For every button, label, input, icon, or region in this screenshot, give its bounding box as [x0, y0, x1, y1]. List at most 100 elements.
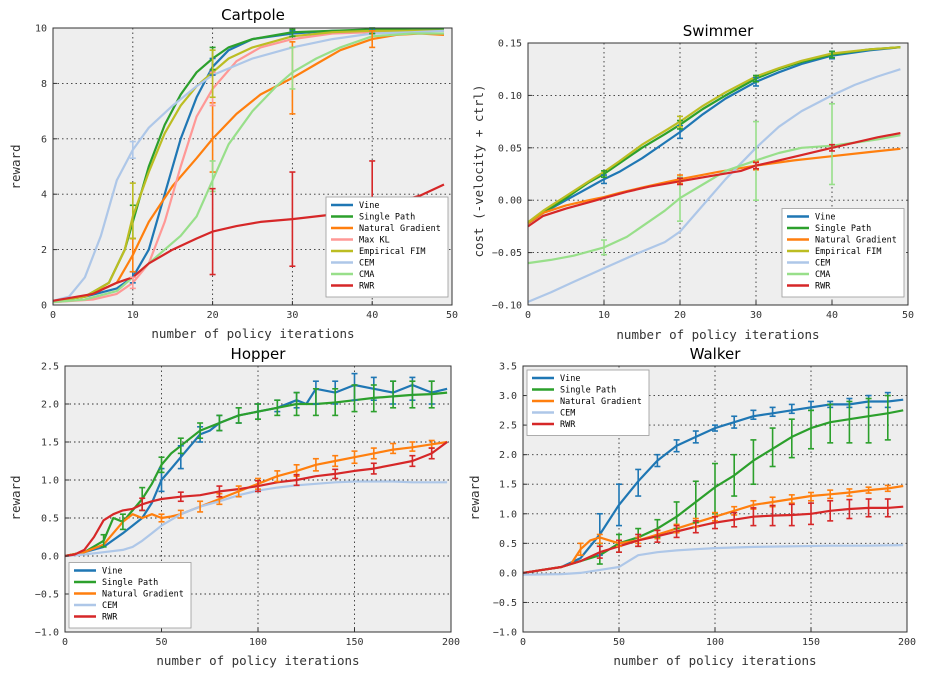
legend-label: Vine — [560, 374, 580, 384]
x-axis-label: number of policy iterations — [616, 327, 819, 342]
plot-frame — [52, 27, 453, 306]
y-tick-label: 0.10 — [498, 91, 522, 102]
y-tick-label: −1.0 — [493, 628, 517, 639]
x-tick-label: 40 — [366, 310, 378, 321]
legend-label: CMA — [815, 270, 830, 280]
y-tick-label: 3.0 — [499, 391, 517, 402]
y-tick-label: 0.05 — [498, 143, 522, 154]
series-line — [52, 32, 444, 304]
y-tick-label: −0.5 — [35, 590, 59, 601]
legend-label: RWR — [102, 613, 118, 623]
legend-label: CEM — [359, 259, 374, 269]
y-tick-label: 1.5 — [41, 438, 59, 449]
y-tick-label: 8 — [41, 79, 47, 90]
series-line — [527, 132, 901, 228]
x-tick-label: 100 — [249, 637, 267, 648]
y-tick-label: 0.15 — [498, 39, 522, 50]
y-tick-label: 2.5 — [41, 362, 59, 373]
y-tick-label: 0 — [41, 301, 47, 312]
chart-panel-walker: Walker number of policy iterations rewar… — [467, 345, 916, 668]
y-tick-label: 3.5 — [499, 362, 517, 373]
chart-title: Cartpole — [221, 6, 285, 24]
legend-label: CEM — [102, 601, 117, 611]
x-axis-label: number of policy iterations — [156, 653, 359, 668]
legend-label: Natural Gradient — [359, 224, 441, 234]
y-tick-label: −0.5 — [493, 598, 517, 609]
legend-label: Natural Gradient — [815, 236, 897, 246]
y-axis-label: reward — [467, 475, 482, 520]
y-tick-label: 2 — [41, 245, 47, 256]
chart-title: Walker — [690, 345, 742, 363]
legend-label: CMA — [359, 270, 374, 280]
chart-panel-hopper: Hopper number of policy iterations rewar… — [8, 345, 460, 668]
x-tick-label: 150 — [345, 637, 363, 648]
y-axis-label: reward — [8, 144, 23, 189]
x-tick-label: 30 — [286, 310, 298, 321]
x-tick-label: 50 — [155, 637, 167, 648]
y-tick-label: 2.0 — [499, 450, 517, 461]
x-tick-label: 10 — [127, 310, 139, 321]
legend-label: Natural Gradient — [560, 397, 642, 407]
legend-label: Empirical FIM — [359, 247, 426, 257]
x-tick-label: 20 — [207, 310, 219, 321]
legend-label: Single Path — [815, 224, 871, 234]
y-tick-label: 1.0 — [41, 476, 59, 487]
legend-label: CEM — [815, 259, 830, 269]
x-tick-label: 200 — [442, 637, 460, 648]
x-tick-label: 50 — [902, 310, 914, 321]
x-tick-label: 150 — [802, 637, 820, 648]
legend-label: Single Path — [560, 386, 616, 396]
series-line — [527, 134, 901, 265]
y-tick-label: 10 — [35, 24, 47, 35]
legend-box — [325, 196, 449, 298]
chart-panel-swimmer: Swimmer number of policy iterations cost… — [471, 22, 914, 342]
x-axis-label: number of policy iterations — [613, 653, 816, 668]
x-tick-label: 0 — [50, 310, 56, 321]
plot-area — [52, 27, 453, 306]
legend-label: RWR — [560, 420, 576, 430]
series-line — [522, 544, 904, 576]
series-line — [527, 147, 901, 225]
y-tick-label: 0.5 — [499, 539, 517, 550]
series-line — [52, 29, 445, 302]
y-tick-label: −1.0 — [35, 628, 59, 639]
y-tick-label: −0.05 — [492, 248, 522, 259]
y-tick-label: 0.5 — [41, 514, 59, 525]
legend-label: Vine — [359, 201, 379, 211]
y-tick-label: 2.5 — [499, 421, 517, 432]
series-line — [522, 484, 904, 574]
x-tick-label: 0 — [520, 637, 526, 648]
legend-label: Single Path — [102, 578, 158, 588]
series-line — [527, 68, 901, 303]
chart-title: Swimmer — [683, 22, 754, 40]
x-tick-label: 20 — [674, 310, 686, 321]
y-tick-label: −0.10 — [492, 301, 522, 312]
y-tick-label: 4 — [41, 190, 47, 201]
x-tick-label: 50 — [446, 310, 458, 321]
legend-label: RWR — [815, 282, 831, 292]
series-line — [64, 441, 448, 558]
legend-label: Single Path — [359, 213, 415, 223]
y-axis-label: cost (-velocity + ctrl) — [471, 84, 486, 257]
y-tick-label: 6 — [41, 134, 47, 145]
legend-label: Vine — [102, 567, 122, 577]
series-line — [52, 29, 444, 304]
x-tick-label: 0 — [525, 310, 531, 321]
x-tick-label: 100 — [706, 637, 724, 648]
legend-label: Max KL — [359, 236, 390, 246]
chart-title: Hopper — [231, 345, 287, 363]
y-tick-label: 1.5 — [499, 480, 517, 491]
x-tick-label: 0 — [62, 637, 68, 648]
plot-area — [64, 365, 452, 633]
chart-panel-cartpole: Cartpole number of policy iterations rew… — [8, 6, 458, 341]
y-tick-label: 0.0 — [41, 552, 59, 563]
x-tick-label: 50 — [613, 637, 625, 648]
x-tick-label: 200 — [898, 637, 916, 648]
y-tick-label: 0.0 — [499, 568, 517, 579]
x-axis-label: number of policy iterations — [151, 326, 354, 341]
legend-label: RWR — [359, 282, 375, 292]
